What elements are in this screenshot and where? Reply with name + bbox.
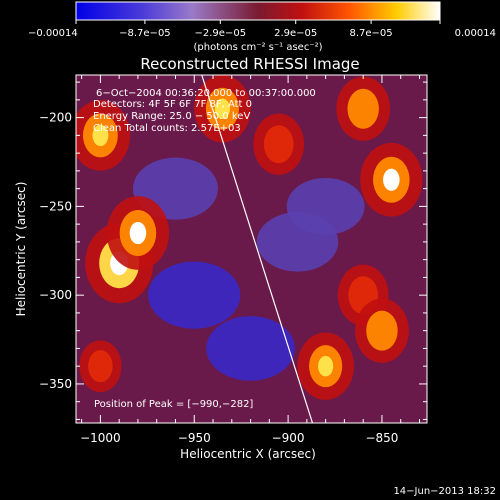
annotation-peak-position: Position of Peak = [−990,−282] [94,399,253,410]
y-axis-ticks: −200 −250 −300 −350 [39,81,427,420]
bright-region-4 [253,113,305,175]
plot-frame [75,74,428,424]
colorbar-tick-label: 2.9e−05 [274,28,317,39]
bright-region-6 [360,142,423,217]
bright-region-10 [79,340,122,393]
x-axis-ticks: −1000 −950 −900 −850 [80,75,420,445]
colorbar-tick-label: 0.00014 [455,28,496,39]
bright-region-2 [106,196,170,270]
bright-region-8 [297,332,354,400]
bright-region-3 [194,75,251,143]
y-axis-label: Heliocentric Y (arcsec) [14,182,28,317]
x-tick-label: −850 [365,431,398,445]
y-tick-label: −250 [39,199,72,213]
colorbar-units: (photons cm⁻² s⁻¹ asec⁻²) [193,42,322,53]
colorbar-tick-label: −8.7e−05 [119,28,171,39]
dark-region-1 [148,261,241,329]
x-axis-label: Heliocentric X (arcsec) [180,447,316,461]
solar-limb-line [201,75,314,423]
dark-region-4 [286,177,365,235]
colorbar-tick-label: −0.00014 [28,28,78,39]
colorbar-ticks: −0.00014 −8.7e−05 −2.9e−05 2.9e−05 8.7e−05 0.… [28,20,496,39]
annotation-detectors: Detectors: 4F 5F 6F 7F 8F, Att 0 [93,99,252,110]
x-tick-label: −900 [272,431,305,445]
colorbar-tick-label: −2.9e−05 [195,28,247,39]
bright-region-5 [336,76,391,141]
annotation-energy-range: Energy Range: 25.0 − 50.0 keV [93,111,250,122]
footer-timestamp: 14−Jun−2013 18:32 [393,486,496,497]
heatmap-image [76,75,423,400]
bright-region-0 [76,100,131,171]
x-tick-label: −1000 [80,431,121,445]
bright-region-9 [355,298,409,363]
y-tick-label: −300 [39,288,72,302]
colorbar-tick-label: 8.7e−05 [350,28,393,39]
y-tick-label: −200 [39,111,72,125]
annotation-time-range: 6−Oct−2004 00:36:20.000 to 00:37:00.000 [96,88,316,99]
y-tick-label: −350 [39,377,72,391]
dark-region-2 [206,316,295,381]
annotation-clean: Clean Total counts: 2.57E+03 [93,123,241,134]
chart-title: Reconstructed RHESSI Image [140,55,359,73]
x-tick-label: −950 [178,431,211,445]
colorbar [75,1,441,21]
